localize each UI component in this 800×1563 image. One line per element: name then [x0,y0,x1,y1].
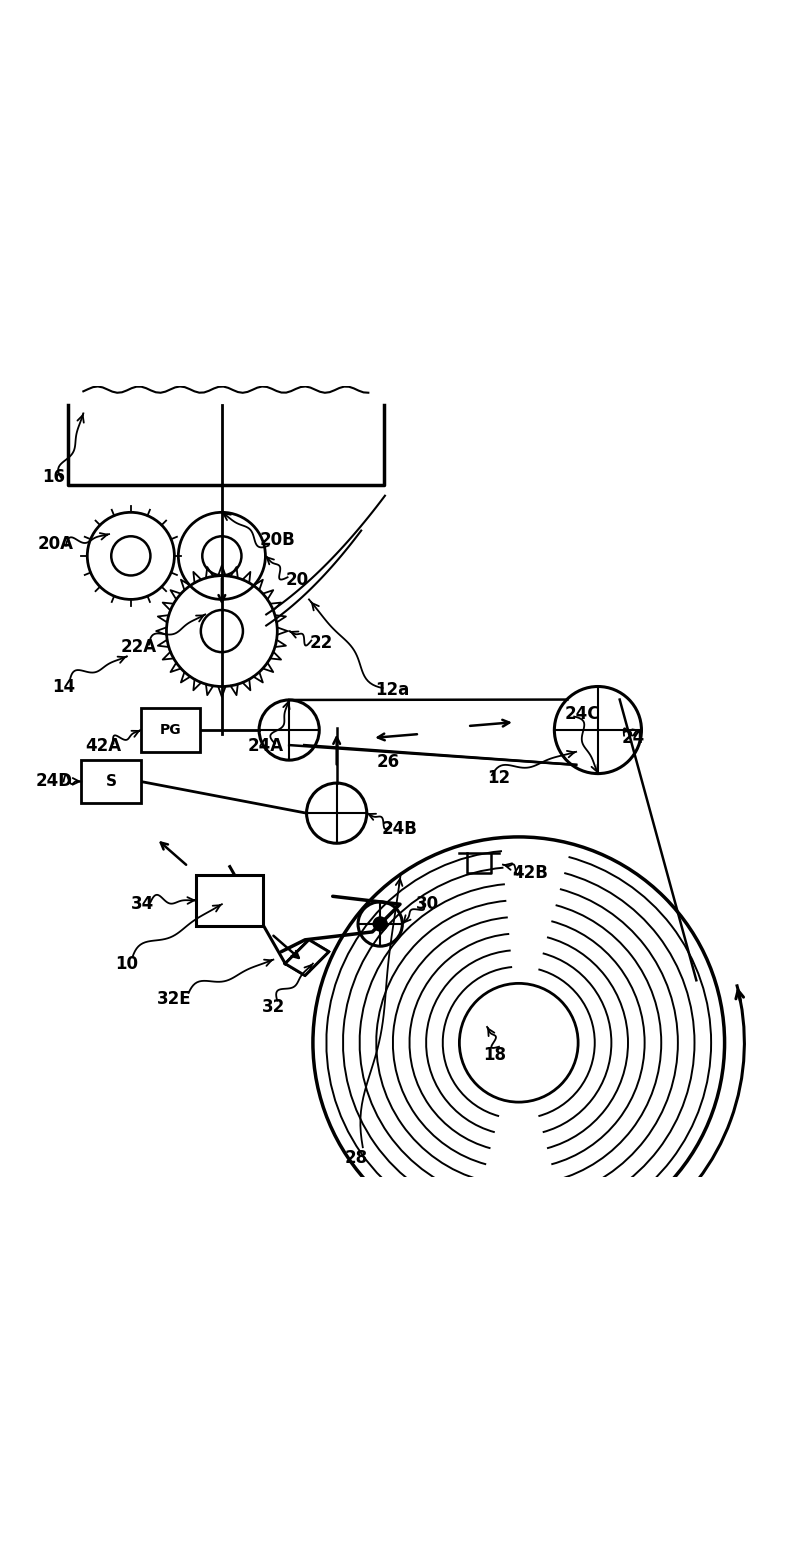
Text: 24B: 24B [382,821,418,838]
Text: 42A: 42A [85,736,121,755]
Text: 22A: 22A [121,638,157,656]
Bar [141,708,200,752]
Text: 22: 22 [310,635,333,652]
Text: PG: PG [160,724,182,738]
Text: 32: 32 [262,999,285,1016]
Text: 32E: 32E [157,991,192,1008]
Text: 34: 34 [131,896,154,913]
Polygon shape [286,939,329,975]
Text: 14: 14 [52,677,75,696]
Text: 24: 24 [622,728,645,747]
Text: 20B: 20B [259,531,295,549]
Bar [196,875,263,925]
Text: 12a: 12a [375,681,410,700]
Text: 42B: 42B [513,863,549,882]
Text: 24C: 24C [564,705,600,724]
Bar [82,760,141,803]
Text: 20A: 20A [38,535,74,553]
Circle shape [374,917,387,930]
Text: 24A: 24A [247,736,283,755]
Text: 16: 16 [42,467,65,486]
Text: 26: 26 [377,753,400,771]
Text: 12: 12 [487,769,510,786]
Text: 28: 28 [345,1149,368,1166]
Text: 18: 18 [483,1046,506,1064]
Text: S: S [106,774,117,789]
Text: 20: 20 [286,570,309,589]
Text: 30: 30 [416,896,439,913]
Text: 24D: 24D [35,772,73,791]
Text: 10: 10 [115,955,138,972]
